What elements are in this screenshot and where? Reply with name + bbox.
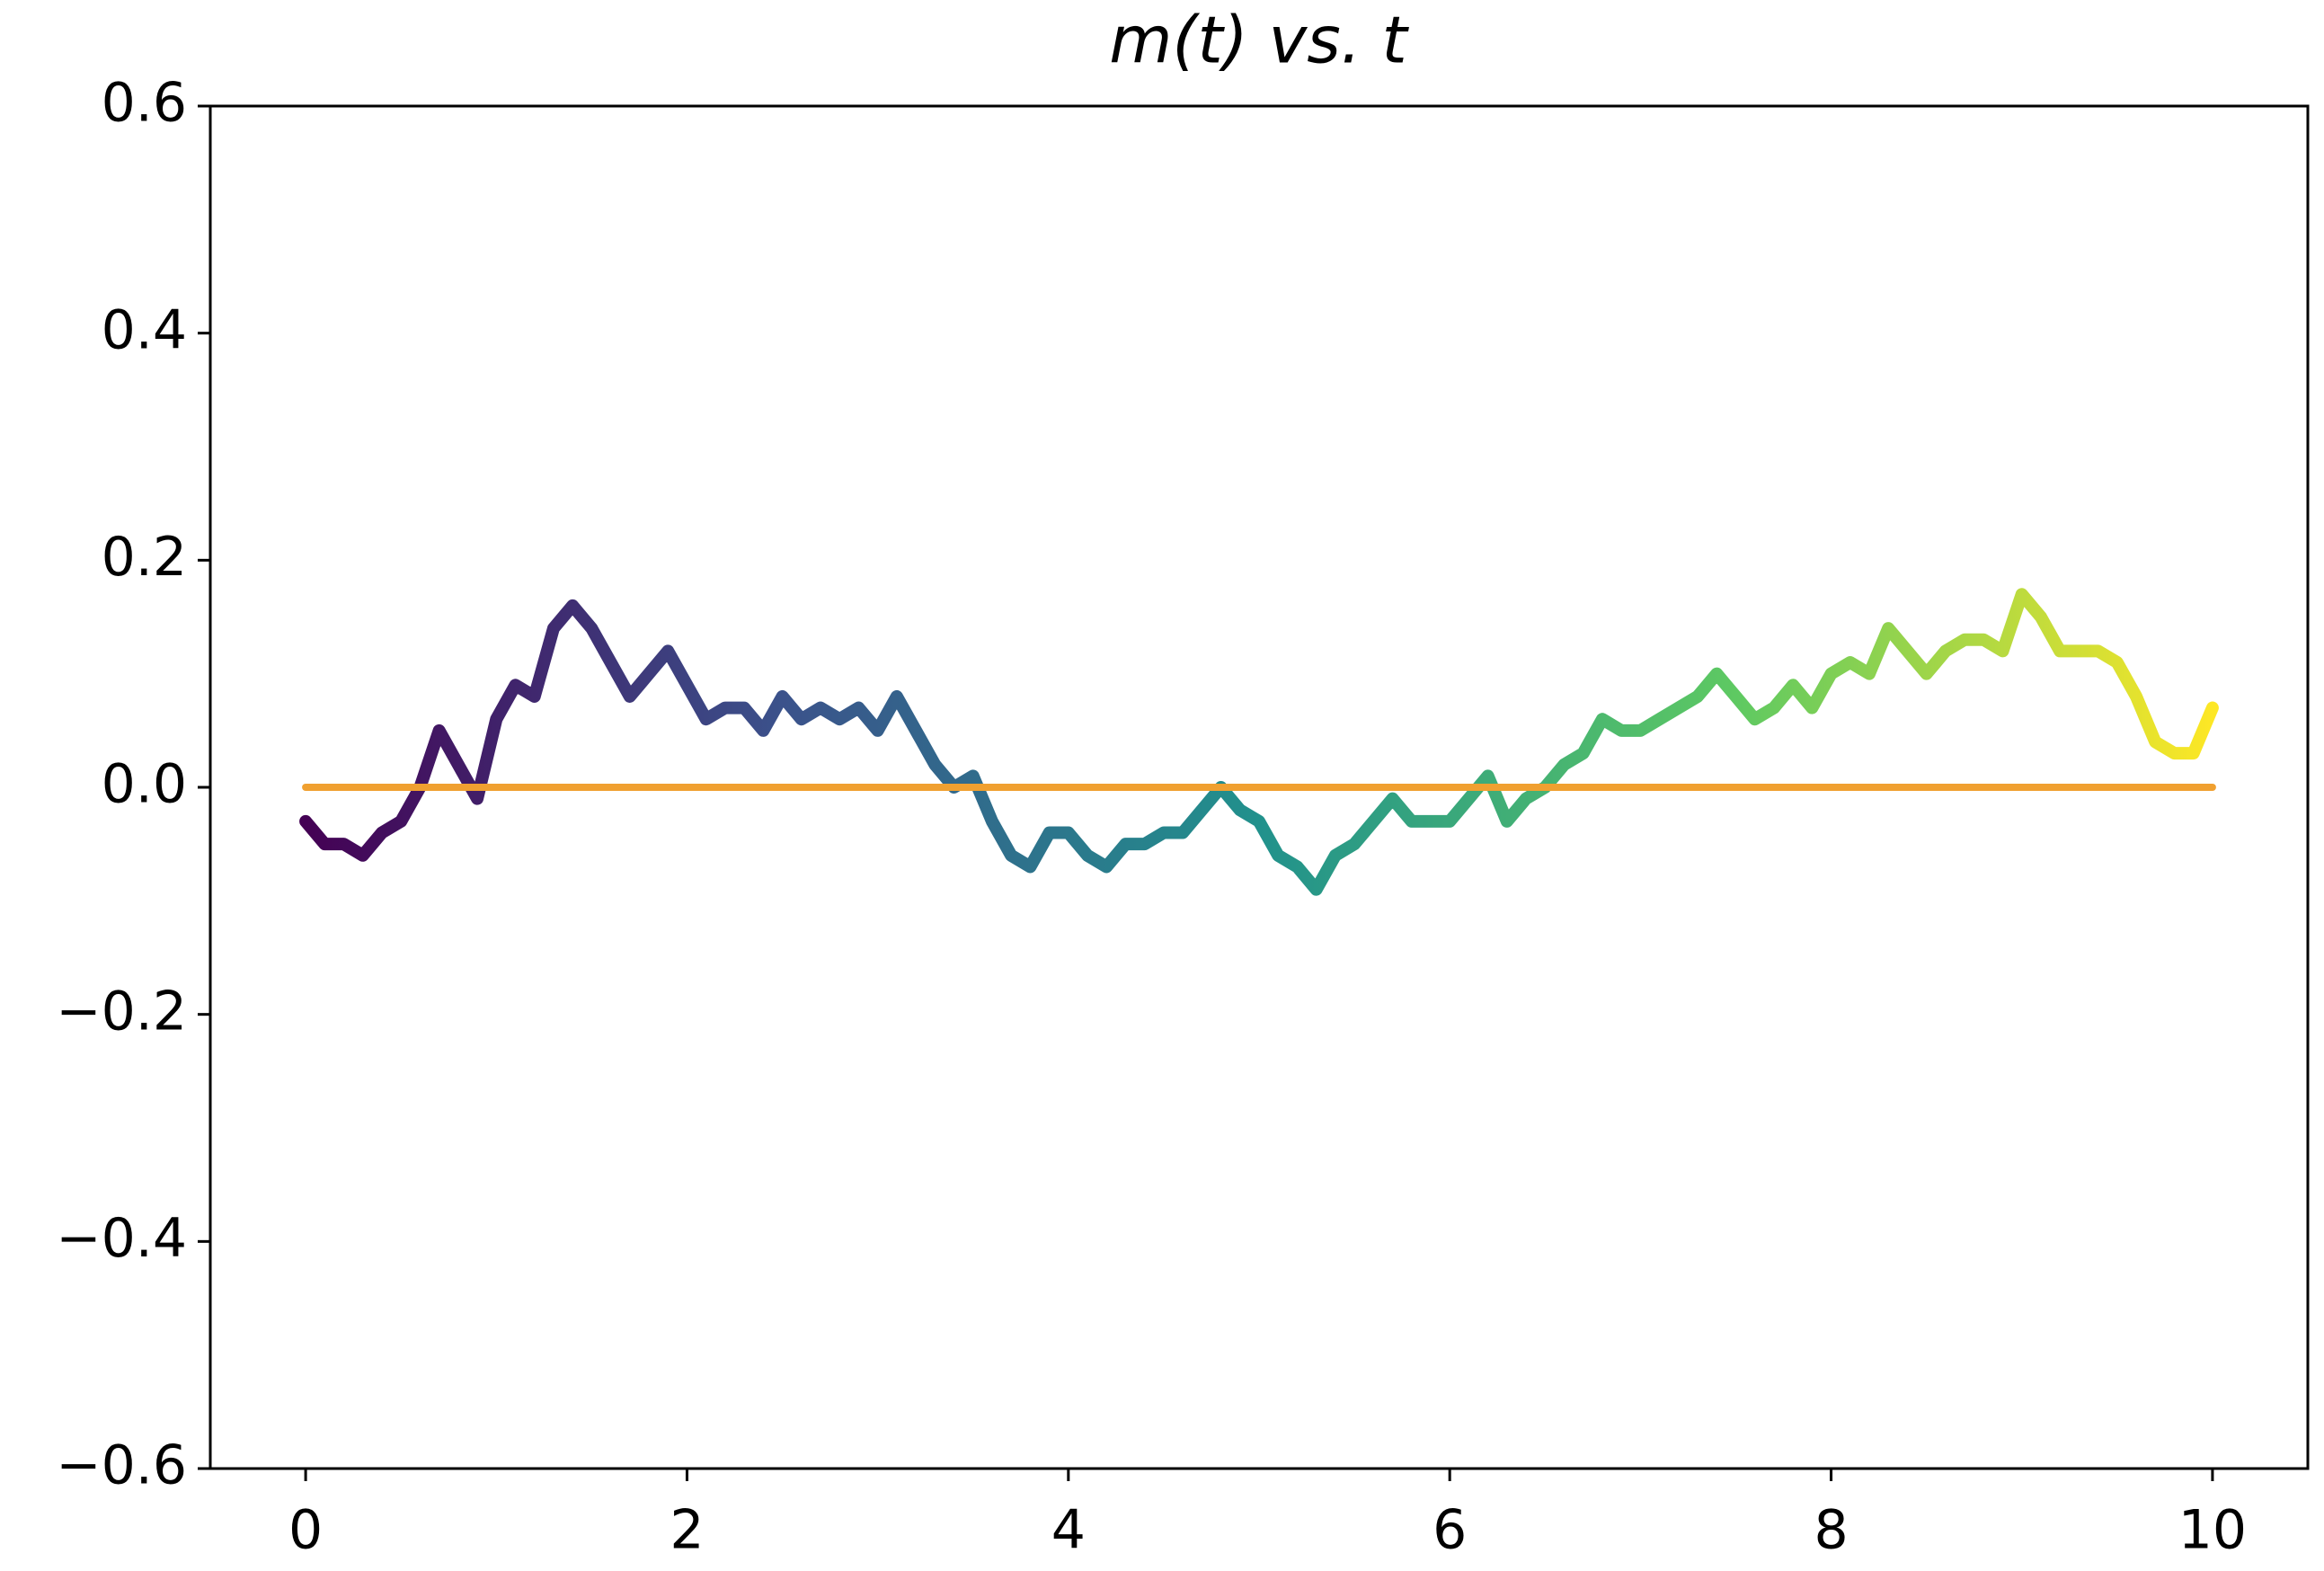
x-tick-label: 2 — [670, 1499, 704, 1562]
y-tick-label: −0.6 — [56, 1434, 187, 1497]
chart-title: m(t) vs. t — [1109, 3, 1409, 78]
y-tick-label: −0.4 — [56, 1207, 187, 1270]
x-tick-label: 4 — [1051, 1499, 1086, 1562]
x-tick-label: 0 — [288, 1499, 323, 1562]
y-tick-label: −0.2 — [56, 980, 187, 1043]
plot-frame — [208, 104, 2310, 1470]
y-tick-label: 0.2 — [102, 526, 187, 589]
x-tick-label: 8 — [1814, 1499, 1848, 1562]
data-line — [299, 588, 2219, 896]
y-tick-label: 0.6 — [102, 72, 187, 135]
x-tick-label: 6 — [1433, 1499, 1467, 1562]
y-tick-label: 0.4 — [102, 298, 187, 361]
x-tick-label: 10 — [2178, 1499, 2247, 1562]
y-tick-label: 0.0 — [102, 753, 187, 816]
